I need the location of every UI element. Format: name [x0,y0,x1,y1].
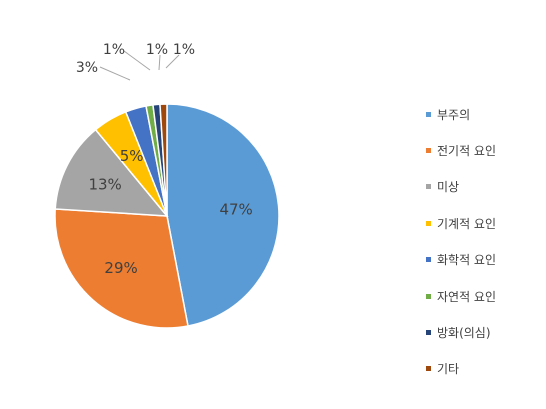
data-label-부주의: 47% [219,200,252,218]
legend-item-전기적-요인: 전기적 요인 [426,132,496,168]
legend-label: 자연적 요인 [437,289,497,304]
leader-line-방화의심 [158,54,161,71]
legend-item-화학적-요인: 화학적 요인 [426,242,496,278]
leader-line-자연적-요인 [123,50,151,71]
pie-slice-기타 [159,103,168,217]
legend-item-자연적-요인: 자연적 요인 [426,278,496,314]
pie-slice-전기적-요인 [54,208,189,329]
legend-label: 기타 [437,362,460,377]
legend-item-미상: 미상 [426,169,496,205]
legend-label: 기계적 요인 [437,216,497,231]
legend-item-기계적-요인: 기계적 요인 [426,205,496,241]
legend-swatch [426,184,431,190]
data-label-미상: 13% [88,175,121,193]
data-label-기계적-요인: 5% [120,147,144,165]
data-label-기타: 1% [173,42,195,58]
legend-swatch [426,257,431,263]
legend-label: 화학적 요인 [437,253,497,268]
legend-item-기타: 기타 [426,351,496,387]
legend-label: 방화(의심) [437,326,491,341]
data-label-전기적-요인: 29% [104,259,137,277]
legend-swatch [426,148,431,154]
pie-slice-부주의 [166,103,280,327]
legend-swatch [426,330,431,336]
leader-line-기타 [165,54,180,69]
pie-slice-미상 [54,128,169,217]
legend-item-부주의: 부주의 [426,96,496,132]
legend-swatch [426,293,431,299]
legend-item-방화의심: 방화(의심) [426,314,496,350]
leader-line-화학적-요인 [99,66,131,81]
legend-swatch [426,220,431,226]
legend-label: 미상 [437,180,460,195]
legend-label: 부주의 [437,107,471,122]
data-label-방화의심: 1% [146,42,168,58]
legend-label: 전기적 요인 [437,144,497,159]
legend-swatch [426,366,431,372]
legend-swatch [426,111,431,117]
data-label-화학적-요인: 3% [76,60,98,76]
data-label-자연적-요인: 1% [103,42,125,58]
